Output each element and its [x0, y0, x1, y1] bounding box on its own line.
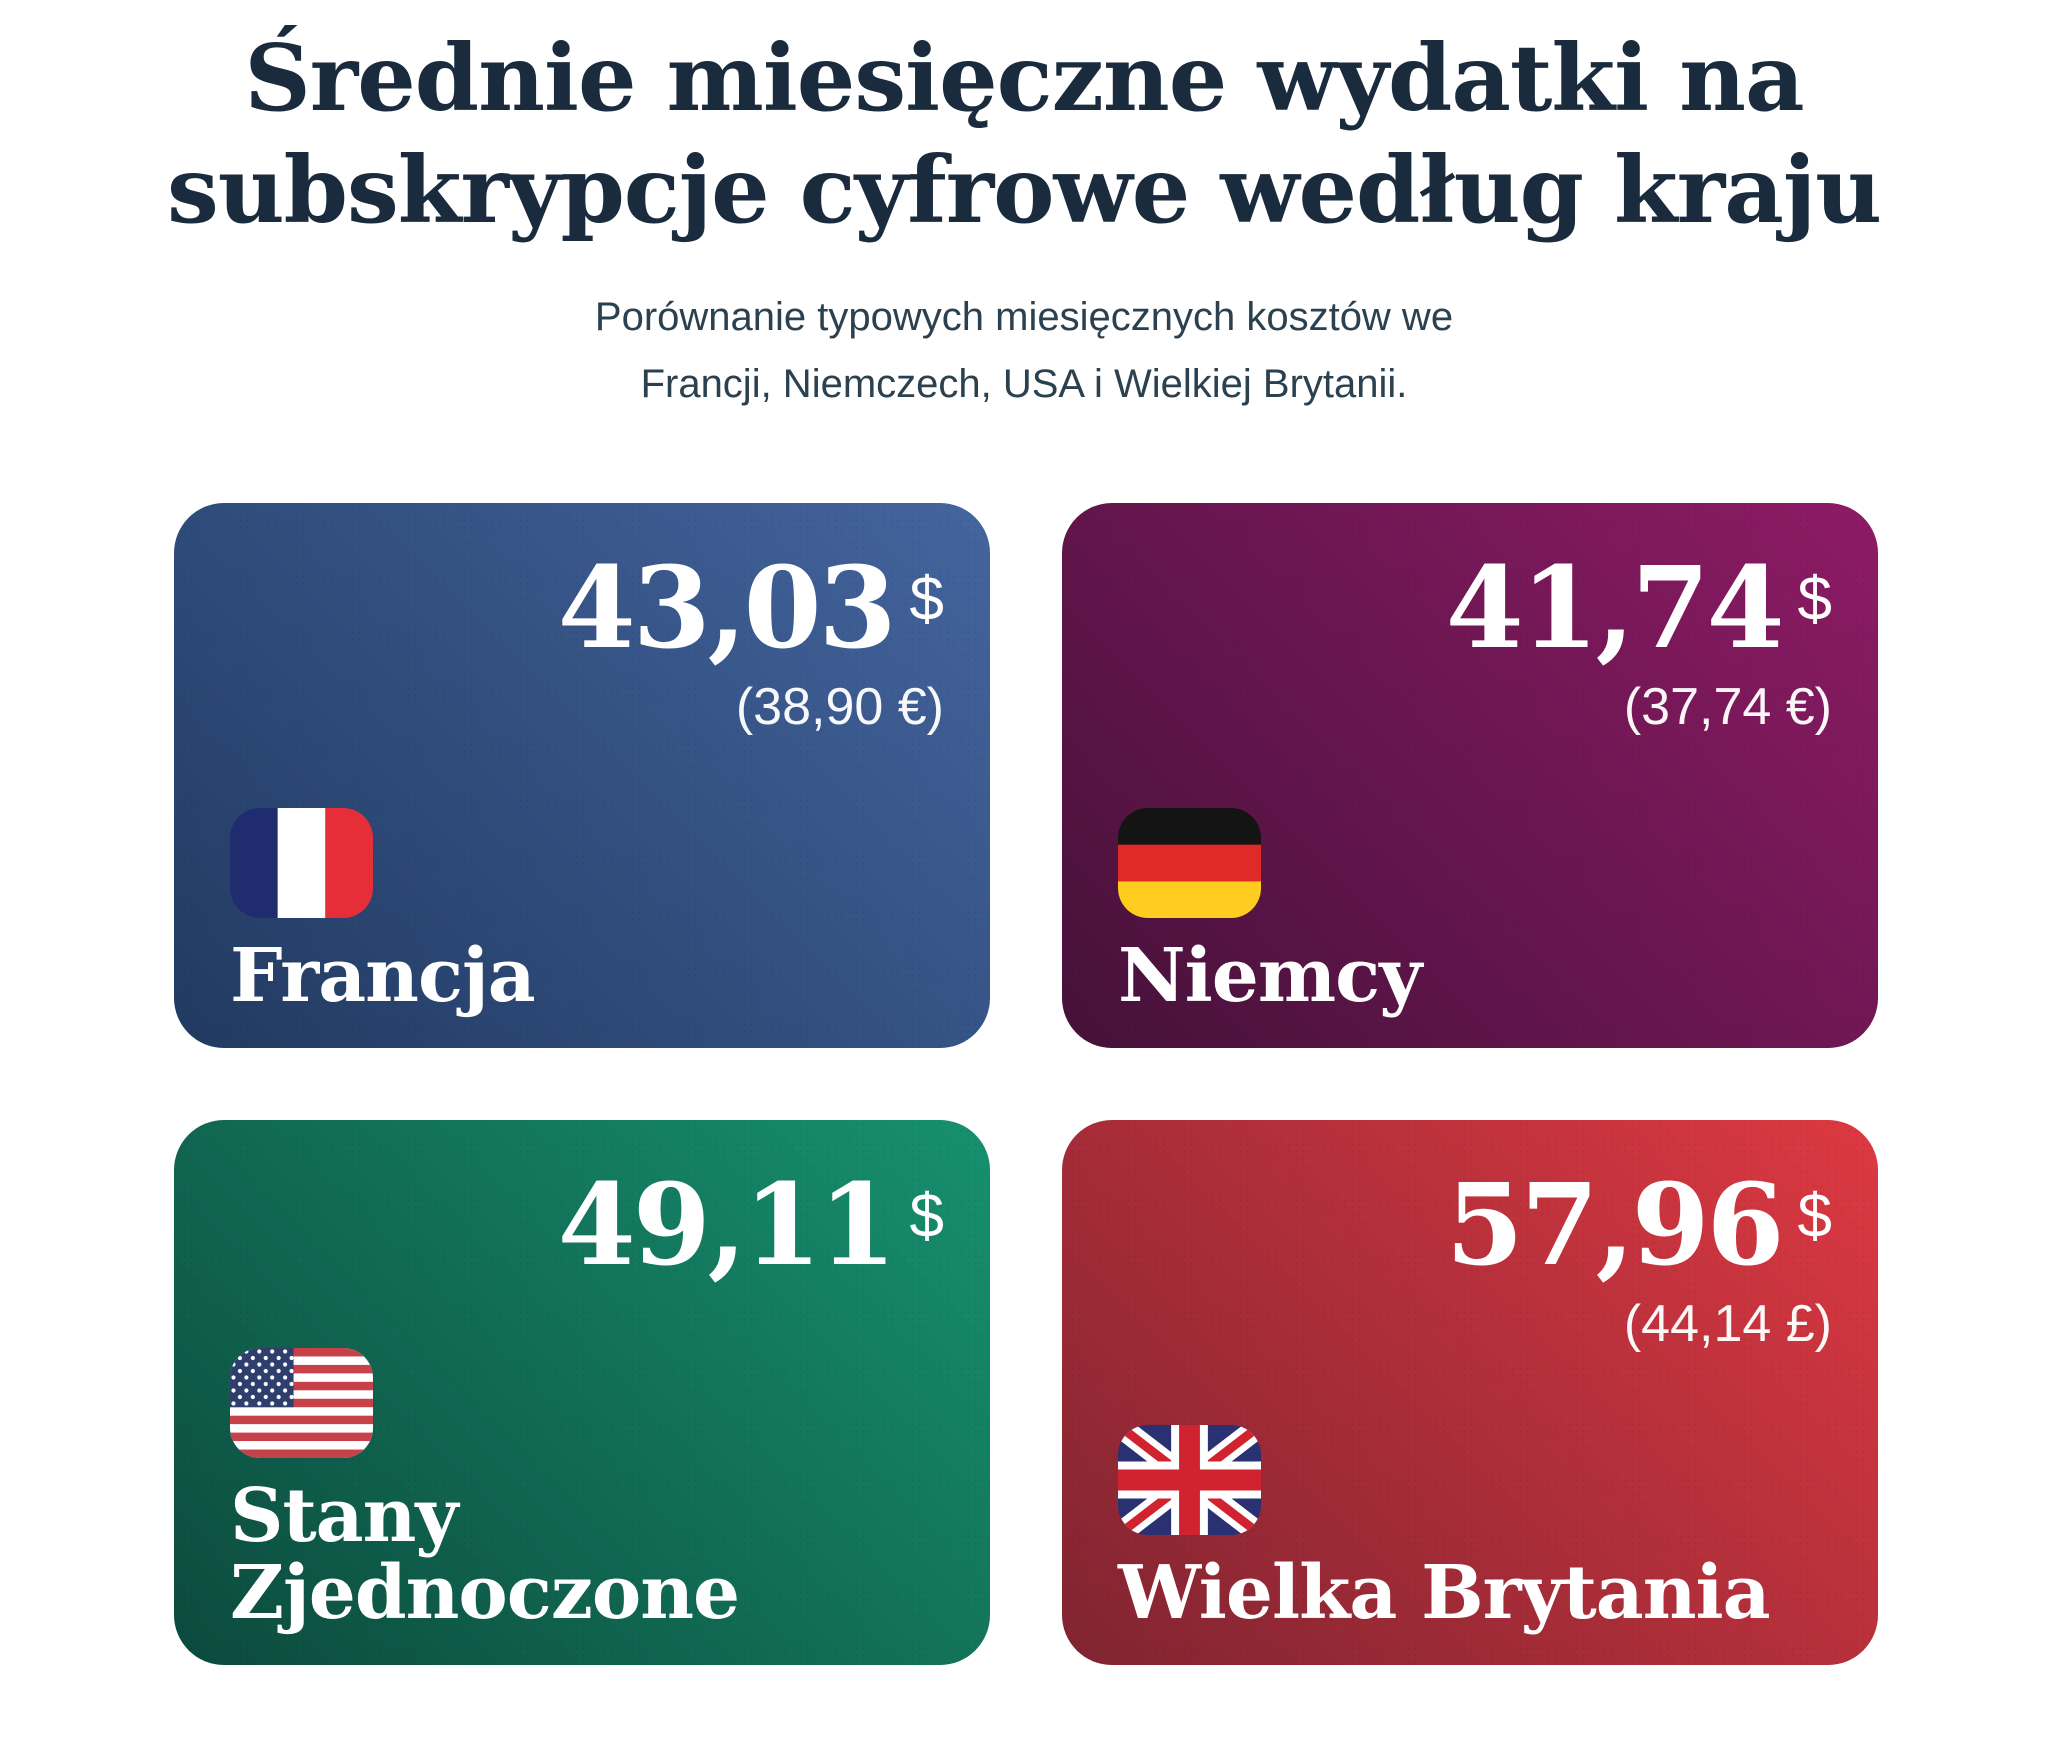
- country-block: Wielka Brytania: [1118, 1425, 1832, 1633]
- usa-flag-icon: [230, 1347, 373, 1458]
- dollar-currency-symbol: $: [909, 565, 944, 634]
- secondary-amount: (37,74 €): [1623, 678, 1832, 736]
- page-subtitle-line1: Porównanie typowych miesięcznych kosztów…: [594, 295, 1454, 339]
- germany-flag-icon: [1118, 808, 1261, 919]
- country-card-usa: 49,11 $: [174, 1120, 990, 1665]
- country-label: Francja: [230, 933, 536, 1020]
- country-block: Niemcy: [1118, 808, 1832, 1016]
- amount-block: 57,96 $ (44,14 £): [1445, 1160, 1832, 1353]
- dollar-currency-symbol: $: [1797, 1182, 1832, 1251]
- amount-block: 43,03 $ (38,90 €): [557, 543, 944, 736]
- amount-value: 49,11: [557, 1160, 897, 1291]
- country-card-france: 43,03 $ (38,90 €) Francja: [174, 503, 990, 1048]
- page-title-line1: Średnie miesięczne wydatki na: [244, 24, 1804, 132]
- page-title: Średnie miesięczne wydatki na subskrypcj…: [0, 22, 2048, 246]
- amount-block: 41,74 $ (37,74 €): [1445, 543, 1832, 736]
- secondary-amount: (38,90 €): [735, 678, 944, 736]
- country-label: Stany Zjednoczone: [230, 1472, 740, 1637]
- page-title-line2: subskrypcje cyfrowe według kraju: [166, 136, 1882, 244]
- france-flag-icon: [230, 808, 373, 919]
- amount-value: 57,96: [1445, 1160, 1785, 1291]
- secondary-amount: (44,14 £): [1623, 1295, 1832, 1353]
- page-subtitle-line2: Francji, Niemczech, USA i Wielkiej Bryta…: [640, 362, 1408, 406]
- country-card-germany: 41,74 $ (37,74 €) Niemcy: [1062, 503, 1878, 1048]
- country-block: Francja: [230, 808, 944, 1016]
- amount-value: 43,03: [557, 543, 897, 674]
- uk-flag-icon: [1118, 1425, 1261, 1536]
- cards-grid: 43,03 $ (38,90 €) Francja: [174, 503, 1878, 1665]
- dollar-currency-symbol: $: [1797, 565, 1832, 634]
- page-subtitle: Porównanie typowych miesięcznych kosztów…: [0, 284, 2048, 418]
- amount-block: 49,11 $: [558, 1170, 944, 1282]
- amount-value: 41,74: [1445, 543, 1785, 674]
- dollar-currency-symbol: $: [909, 1182, 944, 1251]
- country-card-uk: 57,96 $ (44,14 £) Wielka Brytania: [1062, 1120, 1878, 1665]
- country-label: Niemcy: [1118, 933, 1422, 1020]
- country-label: Wielka Brytania: [1118, 1550, 1771, 1637]
- country-block: Stany Zjednoczone: [230, 1347, 944, 1637]
- header: Średnie miesięczne wydatki na subskrypcj…: [0, 0, 2048, 418]
